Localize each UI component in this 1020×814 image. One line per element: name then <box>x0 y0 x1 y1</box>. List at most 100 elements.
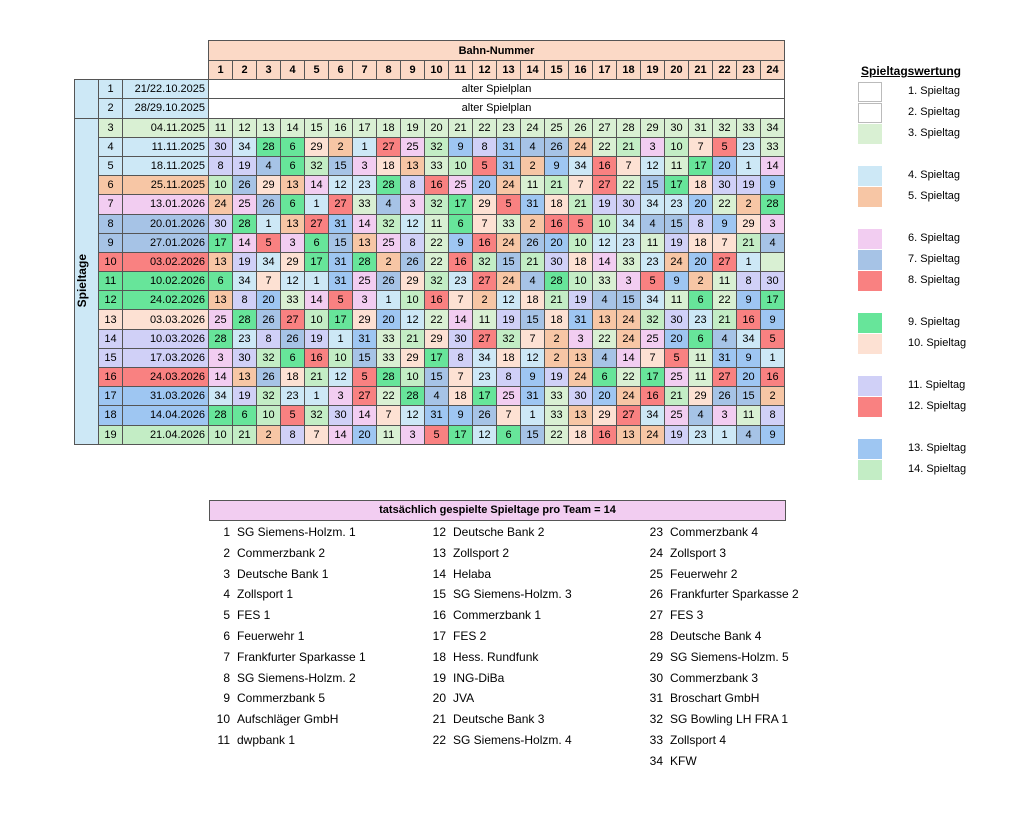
schedule-cell: 25 <box>376 232 401 253</box>
team-entry: 19 ING-DiBa <box>426 668 505 688</box>
schedule-cell: 10 <box>664 136 689 157</box>
schedule-cell: 17 <box>760 290 785 311</box>
schedule-cell: 34 <box>760 117 785 138</box>
schedule-cell: 15 <box>328 155 353 177</box>
schedule-cell: 9 <box>736 347 761 369</box>
schedule-cell: 16 <box>424 175 449 196</box>
schedule-cell: 19 <box>232 155 257 177</box>
row-date: 17.03.2026 <box>122 347 209 369</box>
schedule-cell: 4 <box>592 347 617 369</box>
schedule-cell: 5 <box>424 424 449 445</box>
legend-item: 1. Spieltag <box>858 82 1008 103</box>
schedule-cell: 29 <box>304 136 329 157</box>
schedule-cell: 18 <box>544 194 569 215</box>
schedule-cell: 14 <box>760 155 785 177</box>
teams-title: tatsächlich gespielte Spieltage pro Team… <box>209 500 786 521</box>
schedule-cell: 7 <box>304 424 329 445</box>
schedule-cell: 13 <box>208 290 233 311</box>
team-name: Aufschläger GmbH <box>237 712 339 727</box>
schedule-cell: 30 <box>712 175 737 196</box>
schedule-cell: 15 <box>616 290 641 311</box>
schedule-cell: 4 <box>640 213 665 234</box>
team-name: Zollsport 4 <box>670 733 727 747</box>
schedule-table: Bahn-Nummer 1 2 3 4 5 6 7 8 9 10 11 12 13 14 15 16 17 18 19… <box>74 40 785 445</box>
schedule-cell: 5 <box>496 194 521 215</box>
schedule-cell: 19 <box>664 424 689 445</box>
schedule-cell: 25 <box>400 136 425 157</box>
schedule-cell: 25 <box>496 386 521 407</box>
schedule-cell: 13 <box>280 213 305 234</box>
schedule-cell: 14 <box>592 251 617 273</box>
schedule-cell: 13 <box>280 175 305 196</box>
schedule-cell: 8 <box>280 424 305 445</box>
schedule-cell: 34 <box>640 290 665 311</box>
schedule-cell: 12 <box>280 271 305 292</box>
lane-number: 12 <box>472 59 497 81</box>
schedule-cell: 34 <box>616 213 641 234</box>
team-name: Zollsport 2 <box>453 545 510 560</box>
schedule-cell: 5 <box>712 136 737 157</box>
schedule-cell: 15 <box>304 117 329 138</box>
row-index: 10 <box>98 251 123 273</box>
schedule-cell: 14 <box>304 290 329 311</box>
schedule-cell: 10 <box>400 290 425 311</box>
schedule-cell: 3 <box>712 405 737 426</box>
schedule-cell: 27 <box>712 251 737 273</box>
schedule-cell: 6 <box>448 213 473 234</box>
schedule-cell: 10 <box>208 424 233 445</box>
team-name: Deutsche Bank 1 <box>237 566 329 581</box>
schedule-cell: 26 <box>520 232 545 253</box>
team-entry: 25 Feuerwehr 2 <box>643 564 738 584</box>
schedule-cell: 14 <box>232 232 257 253</box>
schedule-cell: 26 <box>280 328 305 349</box>
schedule-cell: 5 <box>568 213 593 234</box>
schedule-cell: 18 <box>280 366 305 388</box>
schedule-cell: 15 <box>736 386 761 407</box>
lane-number: 15 <box>544 59 569 81</box>
schedule-cell: 21 <box>544 290 569 311</box>
schedule-cell: 33 <box>424 155 449 177</box>
schedule-cell: 4 <box>736 424 761 445</box>
schedule-cell: 25 <box>352 271 377 292</box>
schedule-cell: 28 <box>232 309 257 330</box>
schedule-cell: 6 <box>688 290 713 311</box>
schedule-cell: 13 <box>592 309 617 330</box>
schedule-cell: 16 <box>304 347 329 369</box>
schedule-cell: 4 <box>424 386 449 407</box>
schedule-cell: 28 <box>352 251 377 273</box>
legend-item: 14. Spieltag <box>858 460 1008 481</box>
schedule-cell: 19 <box>400 117 425 138</box>
schedule-cell: 26 <box>568 117 593 138</box>
schedule-cell: 27 <box>592 175 617 196</box>
team-name: SG Siemens-Holzm. 1 <box>237 525 356 539</box>
lane-number: 5 <box>304 59 329 81</box>
lane-number: 6 <box>328 59 353 81</box>
schedule-cell: 33 <box>616 251 641 273</box>
legend-swatch <box>858 376 882 396</box>
schedule-cell: 34 <box>472 347 497 369</box>
schedule-cell: 3 <box>400 424 425 445</box>
team-number: 18 <box>432 649 446 664</box>
schedule-cell: 8 <box>400 175 425 196</box>
schedule-cell: 27 <box>472 328 497 349</box>
schedule-cell: 28 <box>208 328 233 349</box>
schedule-cell: 2 <box>472 290 497 311</box>
schedule-cell: 12 <box>328 175 353 196</box>
legend-label: 5. Spieltag <box>908 190 960 202</box>
schedule-cell: 16 <box>544 213 569 234</box>
schedule-cell: 33 <box>544 386 569 407</box>
side-label: Spieltage <box>75 254 90 308</box>
team-number: 15 <box>432 587 446 602</box>
schedule-cell: 21 <box>664 386 689 407</box>
team-entry: 24 Zollsport 3 <box>643 543 726 563</box>
schedule-cell: 27 <box>616 405 641 426</box>
schedule-cell: 26 <box>712 386 737 407</box>
row-index: 7 <box>98 194 123 215</box>
schedule-cell: 17 <box>352 117 377 138</box>
schedule-cell: 26 <box>544 136 569 157</box>
row-index: 1 <box>98 79 123 100</box>
schedule-cell: 34 <box>568 155 593 177</box>
schedule-cell: 21 <box>400 328 425 349</box>
schedule-cell: 10 <box>568 232 593 253</box>
team-entry: 22 SG Siemens-Holzm. 4 <box>426 730 572 750</box>
